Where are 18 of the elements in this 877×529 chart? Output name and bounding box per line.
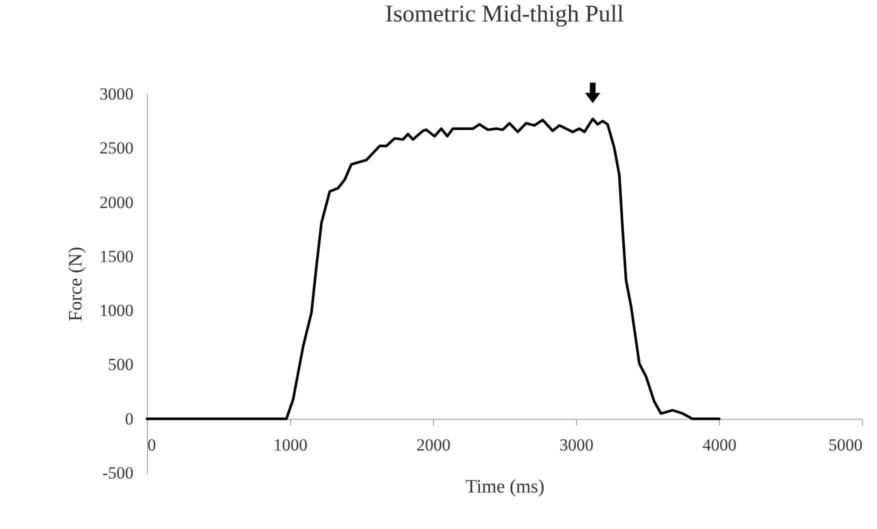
y-tick-label: 1500: [100, 246, 134, 266]
y-axis-title: Force (N): [66, 246, 86, 322]
y-tick-label: -500: [102, 464, 134, 482]
x-tick-label: 4000: [702, 435, 736, 454]
y-tick-label: 2000: [100, 192, 134, 212]
x-tick-label: 2000: [416, 435, 450, 454]
x-tick-label: 5000: [828, 435, 862, 454]
x-tick-label: 3000: [560, 435, 594, 454]
chart-title: Isometric Mid-thigh Pull: [385, 2, 624, 28]
line-series: [146, 118, 720, 420]
y-tick-label: 2500: [100, 138, 134, 158]
y-tick-label: 3000: [100, 84, 134, 104]
y-tick-label: 0: [125, 409, 134, 428]
y-tick-label: 1000: [100, 301, 134, 320]
y-tick-label: 500: [108, 355, 134, 374]
x-axis-title: Time (ms): [465, 476, 545, 498]
x-tick-label: 0: [148, 435, 156, 454]
x-tick-label: 1000: [274, 435, 308, 454]
